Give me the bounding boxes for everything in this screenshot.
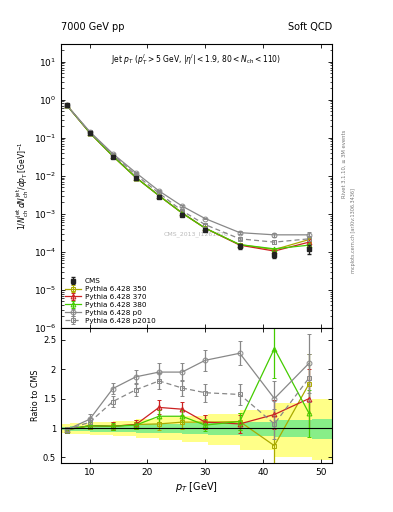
Legend: CMS, Pythia 6.428 350, Pythia 6.428 370, Pythia 6.428 380, Pythia 6.428 p0, Pyth: CMS, Pythia 6.428 350, Pythia 6.428 370,… [63, 276, 158, 326]
Y-axis label: $1/N_\mathsf{ch}^\mathsf{jet}\,dN_\mathsf{ch}^\mathsf{jet}/dp_T\,[\mathsf{GeV}]^: $1/N_\mathsf{ch}^\mathsf{jet}\,dN_\maths… [15, 141, 31, 230]
Y-axis label: Ratio to CMS: Ratio to CMS [31, 370, 40, 421]
Text: mcplots.cern.ch [arXiv:1306.3436]: mcplots.cern.ch [arXiv:1306.3436] [351, 188, 356, 273]
Text: Soft QCD: Soft QCD [288, 22, 332, 32]
Text: 7000 GeV pp: 7000 GeV pp [61, 22, 125, 32]
Text: Rivet 3.1.10, ≥ 3M events: Rivet 3.1.10, ≥ 3M events [342, 130, 347, 198]
Text: CMS_2013_I1261026: CMS_2013_I1261026 [164, 231, 229, 237]
Text: Jet $p_T$ ($p_T^l>5$ GeV, $|\eta^l|<1.9$, $80<N_\mathsf{ch}<110$): Jet $p_T$ ($p_T^l>5$ GeV, $|\eta^l|<1.9$… [111, 52, 282, 67]
X-axis label: $p_T$ [GeV]: $p_T$ [GeV] [175, 480, 218, 494]
